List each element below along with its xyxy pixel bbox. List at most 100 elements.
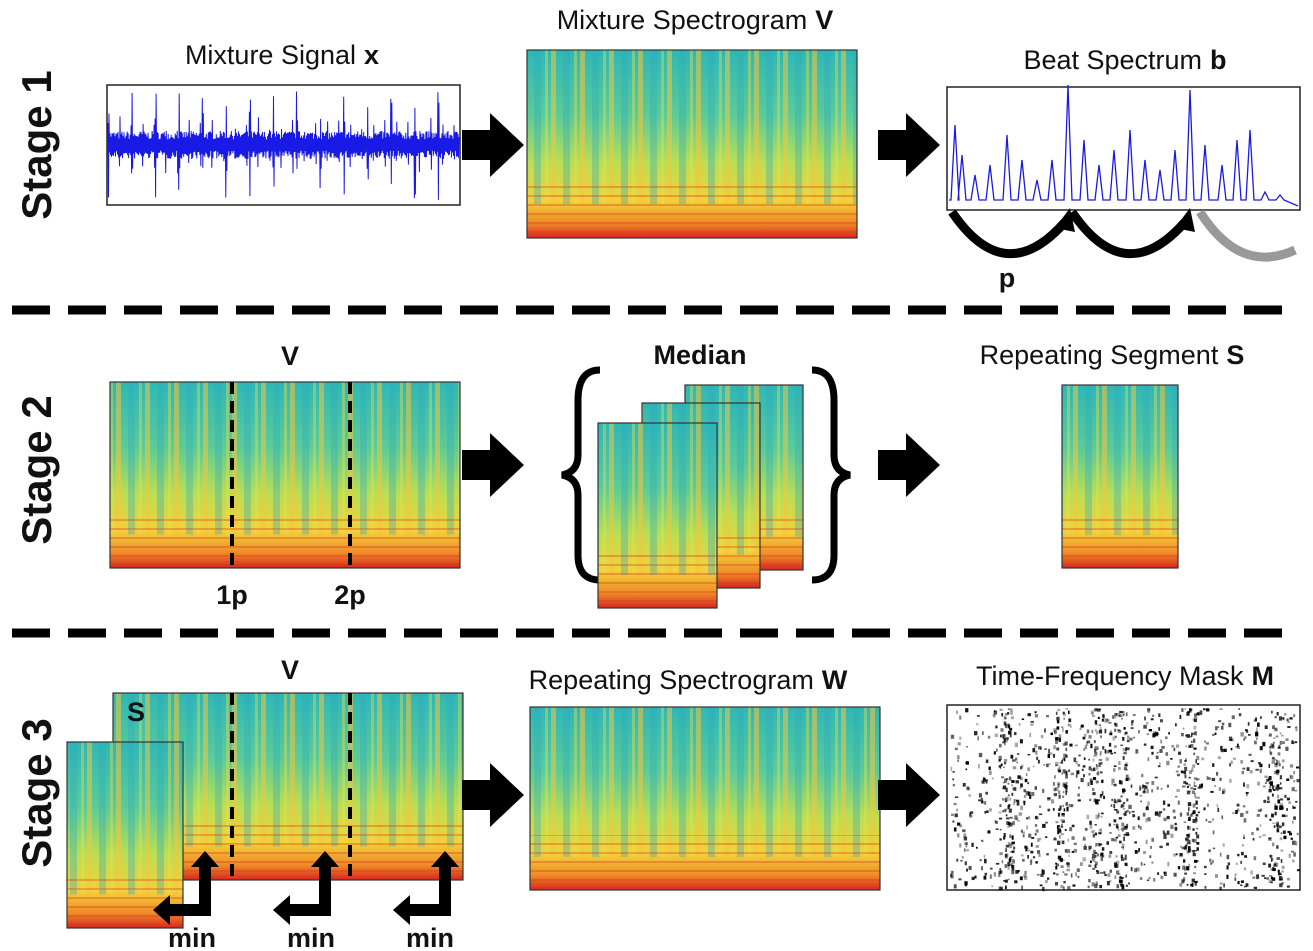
mask-dot xyxy=(962,856,964,859)
mask-dot xyxy=(1037,838,1039,842)
mask-dot xyxy=(999,868,1001,870)
mask-dot xyxy=(1193,726,1196,730)
mask-dot xyxy=(1189,826,1191,830)
mask-dot xyxy=(1210,791,1213,793)
mask-dot xyxy=(1095,852,1098,854)
mask-dot xyxy=(1161,788,1163,790)
mask-dot xyxy=(1163,801,1165,805)
mask-dot xyxy=(1148,711,1150,713)
mask-dot xyxy=(1164,872,1167,876)
mask-dot xyxy=(1033,766,1035,768)
mask-dot xyxy=(1009,863,1012,866)
mask-dot xyxy=(984,859,987,863)
spectrogram-title: Mixture SpectrogramV xyxy=(557,5,834,35)
mask-dot xyxy=(1201,758,1204,761)
mask-dot xyxy=(1284,795,1286,798)
mask-dot xyxy=(1047,797,1050,799)
mask-dot xyxy=(1068,855,1070,857)
mask-dot xyxy=(1005,848,1007,852)
mask-dot xyxy=(1217,808,1219,812)
mask-dot xyxy=(1035,824,1037,827)
mask-dot xyxy=(1292,821,1294,824)
mask-dot xyxy=(1205,886,1207,889)
mask-dot xyxy=(1292,740,1294,744)
mask-dot xyxy=(1030,859,1032,862)
mask-dot xyxy=(1220,778,1222,781)
mask-dot xyxy=(1159,762,1161,764)
period-arc xyxy=(1200,212,1295,257)
mask-dot xyxy=(955,797,958,799)
mask-dot xyxy=(1067,849,1070,853)
mask-dot xyxy=(1185,745,1187,747)
mask-dot xyxy=(1075,745,1078,747)
mask-dot xyxy=(1057,830,1059,834)
mask-dot xyxy=(1042,887,1045,891)
mask-dot xyxy=(1196,842,1199,845)
mask-dot xyxy=(1244,855,1247,858)
title-symbol: x xyxy=(364,40,379,70)
mask-dot xyxy=(957,823,960,826)
mask-dot xyxy=(1038,854,1040,857)
mask-dot xyxy=(1193,853,1196,856)
mask-dot xyxy=(1119,780,1121,784)
spectrogram-harmonics xyxy=(110,512,460,568)
mask-dot xyxy=(1217,804,1219,807)
mask-dot xyxy=(1092,712,1094,715)
mask-dot xyxy=(994,710,996,712)
mask-dot xyxy=(1268,864,1271,868)
mask-dot xyxy=(1009,857,1011,860)
mask-dot xyxy=(953,771,955,773)
mask-dot xyxy=(1204,807,1206,810)
mask-dot xyxy=(966,746,968,748)
mask-dot xyxy=(1119,841,1121,844)
mask-dot xyxy=(1204,873,1206,875)
mask-dot xyxy=(1190,884,1192,887)
mask-dot xyxy=(1194,850,1197,852)
mask-dot xyxy=(1176,745,1179,748)
mask-dot xyxy=(1136,868,1139,872)
mask-dot xyxy=(1084,734,1087,737)
mask-dot xyxy=(983,777,985,781)
mask-dot xyxy=(1066,748,1068,751)
mask-dot xyxy=(1244,867,1246,870)
mask-dot xyxy=(1012,821,1015,825)
mask-dot xyxy=(1287,726,1290,728)
mask-dot xyxy=(1035,833,1037,835)
spectrogram-harmonics xyxy=(527,182,857,238)
mask-dot xyxy=(962,829,965,832)
beat-spectrum xyxy=(949,85,1298,206)
mask-dot xyxy=(1292,787,1295,791)
mask-dot xyxy=(955,814,958,818)
mask-dot xyxy=(1074,758,1077,762)
mask-dot xyxy=(1246,792,1248,796)
mask-dot xyxy=(1151,718,1154,720)
mask-dot xyxy=(1165,736,1168,739)
mask-dot xyxy=(1060,819,1063,821)
mask-dot xyxy=(992,777,994,779)
mask-dot xyxy=(1246,811,1249,814)
mask-dot xyxy=(1102,847,1105,851)
mask-dot xyxy=(1145,818,1147,822)
mask-title: Time-Frequency MaskM xyxy=(976,661,1274,691)
mask-dot xyxy=(1009,776,1011,780)
mask-dot xyxy=(1213,831,1215,835)
mask-dot xyxy=(1073,884,1076,886)
mask-dot xyxy=(1022,832,1025,834)
mask-dot xyxy=(1242,768,1245,770)
mask-dot xyxy=(1146,840,1148,844)
mask-dot xyxy=(1035,711,1037,713)
mask-dot xyxy=(1287,831,1290,833)
mask-dot xyxy=(1121,823,1124,827)
mask-dot xyxy=(1026,773,1028,776)
mask-dot xyxy=(981,801,984,804)
mask-dot xyxy=(1269,875,1272,877)
mask-dot xyxy=(1040,747,1042,750)
mask-dot xyxy=(1275,763,1278,765)
mask-dot xyxy=(1022,859,1024,862)
mask-dot xyxy=(954,803,957,805)
mask-dot xyxy=(1124,727,1126,730)
mask-dot xyxy=(1243,738,1245,740)
mask-dot xyxy=(1257,723,1260,727)
mask-dot xyxy=(1014,815,1017,819)
mask-dot xyxy=(1115,875,1117,879)
